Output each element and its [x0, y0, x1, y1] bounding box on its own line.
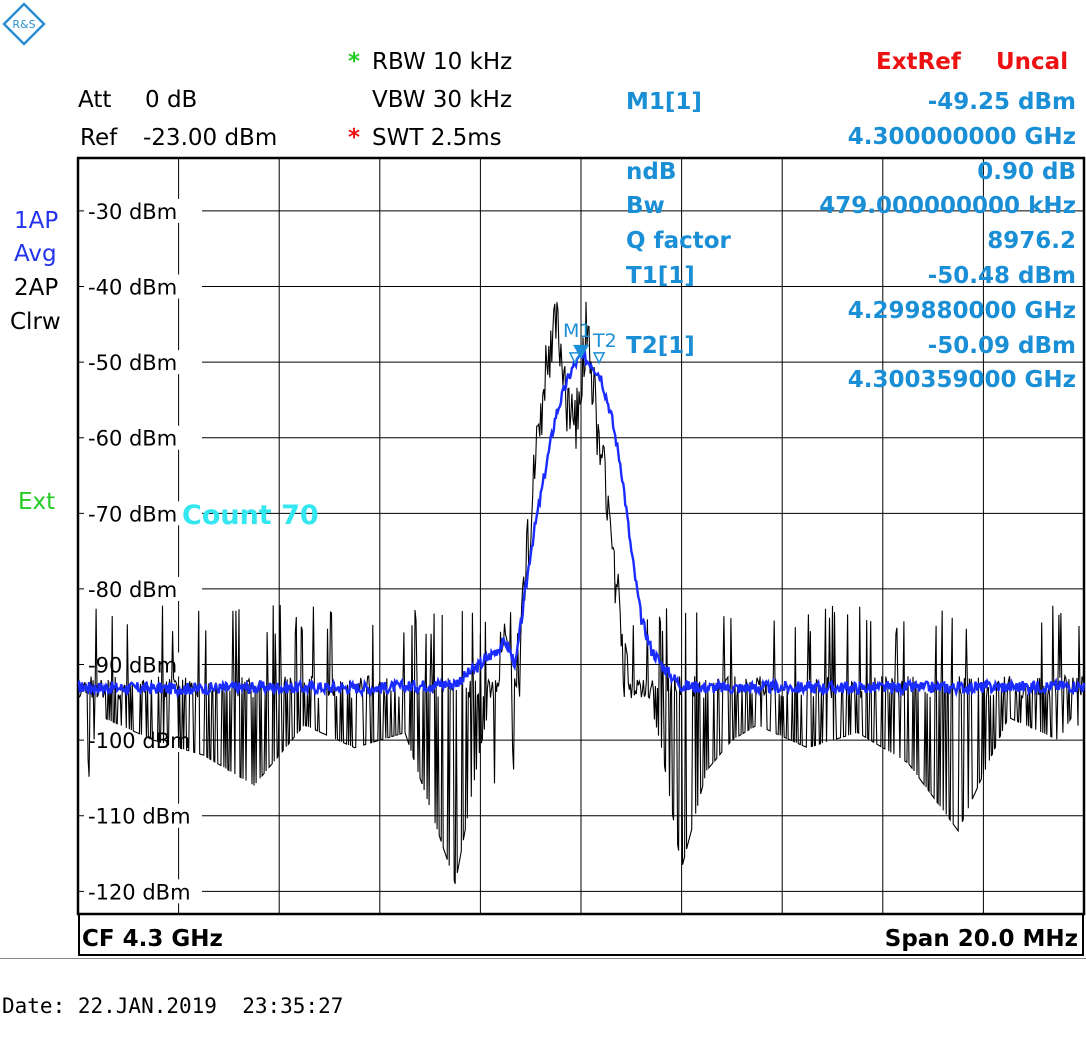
marker-t2-label: T2 — [592, 330, 617, 352]
spectrum-chart: -30 dBm -40 dBm -50 dBm -60 dBm -70 dBm -80 d… — [76, 156, 1086, 916]
marker-table-label: ndB — [626, 158, 677, 185]
vbw-setting: VBW 30 kHz — [372, 87, 513, 113]
marker-m1-triangle — [573, 344, 589, 359]
marker-table-value: -50.09 dBm — [927, 332, 1076, 359]
uncal-badge: Uncal — [996, 49, 1069, 75]
trace2-mode-label: 2AP — [14, 275, 59, 301]
y-tick-label: -90 dBm — [88, 654, 177, 678]
marker-t1-triangle — [568, 352, 582, 365]
center-frequency-label: CF 4.3 GHz — [82, 926, 223, 952]
marker-table-value: 0.90 dB — [977, 158, 1076, 185]
marker-m1-label: M1 — [563, 320, 591, 342]
tick-label-background — [84, 350, 202, 375]
ext-label: Ext — [18, 489, 56, 515]
y-tick-label: -110 dBm — [88, 805, 191, 829]
y-tick-label: -40 dBm — [88, 276, 177, 300]
rbw-star: * — [348, 49, 361, 75]
tick-label-background — [84, 425, 202, 450]
tick-label-background — [84, 274, 202, 299]
marker-table-value: -49.25 dBm — [927, 89, 1076, 115]
marker-table-value: 4.299880000 GHz — [847, 297, 1076, 324]
rohde-schwarz-logo-icon: R&S — [2, 2, 46, 46]
span-label: Span 20.0 MHz — [884, 926, 1078, 952]
trace1-mode-label: 1AP — [14, 208, 59, 234]
ref-value: -23.00 dBm — [143, 125, 278, 151]
status-bar — [78, 914, 1084, 956]
att-label: Att — [78, 87, 112, 113]
trace-clear-write — [77, 301, 1085, 884]
logo-text: R&S — [12, 18, 35, 31]
tick-label-background — [84, 198, 202, 223]
count-label: Count 70 — [182, 500, 319, 531]
marker-t2-triangle — [592, 352, 606, 365]
chart-frame — [76, 156, 1086, 916]
trace1-detector-label: Avg — [14, 241, 57, 267]
y-tick-label: -30 dBm — [88, 200, 177, 224]
marker-table-label: T2[1] — [626, 332, 695, 359]
tick-label-background — [84, 879, 202, 904]
marker-table-label: Q factor — [626, 228, 731, 255]
marker-table-value: 4.300359000 GHz — [847, 367, 1076, 394]
trace2-detector-label: Clrw — [10, 309, 61, 335]
marker-table-value: 4.300000000 GHz — [847, 123, 1076, 150]
tick-label-background — [84, 652, 202, 677]
swt-star: * — [348, 125, 361, 151]
marker-table-value: 479.000000000 kHz — [819, 193, 1076, 220]
marker-table-label: T1[1] — [626, 263, 695, 289]
footer-divider — [0, 958, 1086, 959]
ref-label: Ref — [80, 125, 118, 151]
tick-label-background — [84, 576, 202, 601]
y-tick-label: -70 dBm — [88, 502, 177, 526]
att-value: 0 dB — [145, 87, 198, 113]
marker-table-value: 8976.2 — [987, 228, 1076, 255]
date-stamp: Date: 22.JAN.2019 23:35:27 — [2, 994, 344, 1018]
rbw-setting: RBW 10 kHz — [372, 49, 513, 75]
tick-label-background — [84, 803, 202, 828]
y-tick-label: -60 dBm — [88, 427, 177, 451]
y-tick-label: -120 dBm — [88, 880, 191, 904]
y-tick-label: -50 dBm — [88, 351, 177, 375]
marker-table-value: -50.48 dBm — [927, 263, 1076, 289]
extref-badge: ExtRef — [876, 49, 961, 75]
swt-setting: SWT 2.5ms — [372, 125, 502, 151]
y-tick-label: -80 dBm — [88, 578, 177, 602]
marker-table-label: Bw — [626, 193, 665, 220]
tick-label-background — [84, 501, 202, 526]
marker-table-label: M1[1] — [626, 89, 702, 115]
